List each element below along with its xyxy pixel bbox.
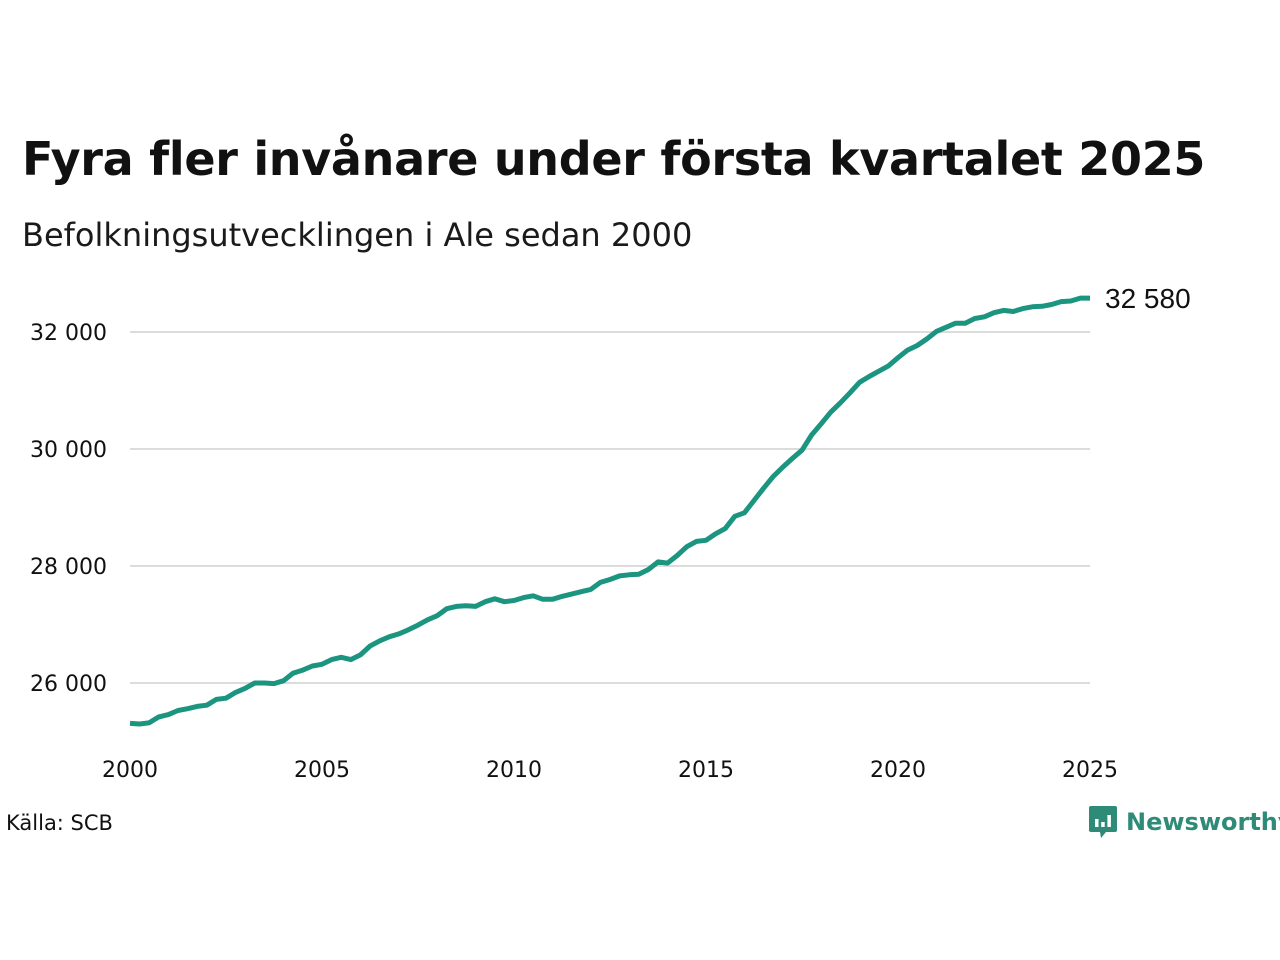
end-value-label: 32 580 — [1105, 283, 1191, 314]
y-tick-label: 26 000 — [30, 672, 107, 697]
x-tick-label: 2010 — [486, 758, 542, 783]
brand-name: Newsworthy — [1126, 808, 1280, 836]
population-series-line — [129, 295, 1090, 727]
x-axis-ticks: 2000 2005 2010 2015 2020 2025 — [102, 758, 1118, 783]
y-tick-label: 30 000 — [30, 438, 107, 463]
chart-title: Fyra fler invånare under första kvartale… — [22, 132, 1206, 186]
y-tick-label: 28 000 — [30, 555, 107, 580]
y-axis-ticks: 26 000 28 000 30 000 32 000 — [30, 321, 107, 697]
newsworthy-logo-icon — [1089, 806, 1117, 838]
x-tick-label: 2005 — [294, 758, 350, 783]
gridlines — [130, 331, 1090, 684]
chart-subtitle: Befolkningsutvecklingen i Ale sedan 2000 — [22, 216, 693, 254]
x-tick-label: 2020 — [870, 758, 926, 783]
brand-logo: Newsworthy — [1088, 804, 1280, 840]
x-tick-label: 2000 — [102, 758, 158, 783]
x-tick-label: 2015 — [678, 758, 734, 783]
y-tick-label: 32 000 — [30, 321, 107, 346]
source-note: Källa: SCB — [6, 811, 113, 835]
x-tick-label: 2025 — [1062, 758, 1118, 783]
